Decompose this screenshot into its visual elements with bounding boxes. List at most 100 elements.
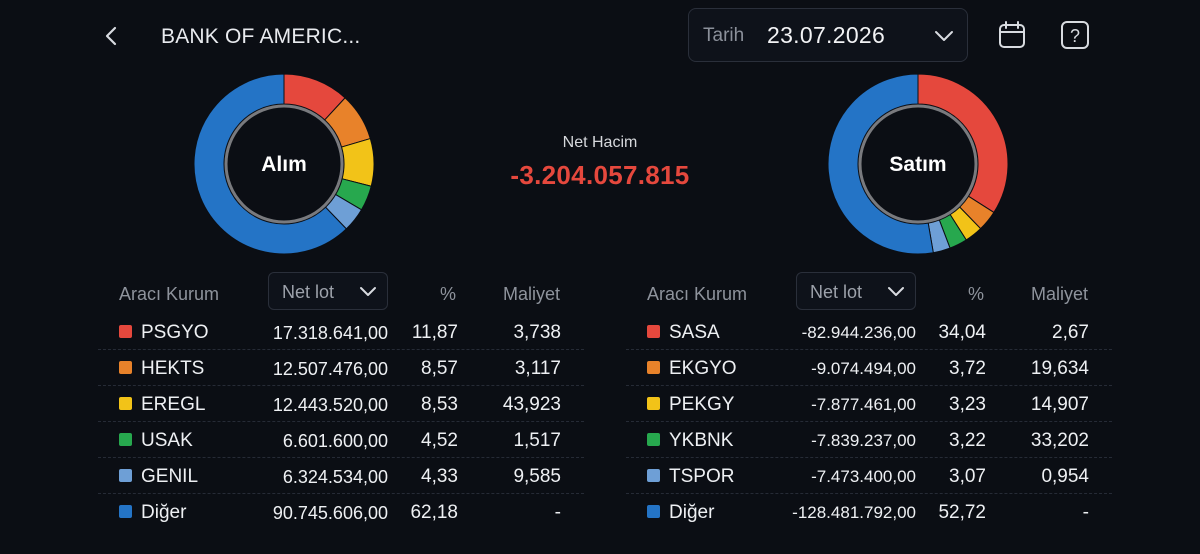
net-lot-value: -7.839.237,00 — [811, 431, 916, 450]
percent-value: 3,07 — [949, 466, 986, 487]
chevron-left-icon — [105, 26, 117, 46]
percent-value: 62,18 — [410, 502, 458, 523]
cost-value: - — [1082, 502, 1089, 523]
table-row[interactable]: EREGL 12.443.520,00 8,53 43,923 — [98, 386, 584, 422]
broker-column-header: Aracı Kurum — [647, 284, 748, 304]
broker-name: Diğer — [141, 502, 187, 523]
percent-value: 3,22 — [949, 430, 986, 451]
cost-value: 43,923 — [502, 394, 561, 415]
table-row[interactable]: EKGYO -9.074.494,00 3,72 19,634 — [626, 350, 1112, 386]
svg-text:?: ? — [1070, 26, 1080, 46]
table-row[interactable]: PSGYO 17.318.641,00 11,87 3,738 — [98, 314, 584, 350]
cost-value: 2,67 — [1052, 322, 1089, 343]
chevron-down-icon — [935, 31, 953, 41]
date-value: 23.07.2026 — [767, 22, 886, 48]
cost-value: 3,738 — [513, 322, 561, 343]
page-title: BANK OF AMERIC... — [161, 25, 361, 48]
cost-value: 1,517 — [513, 430, 561, 451]
broker-name: EKGYO — [669, 358, 737, 379]
table-row[interactable]: TSPOR -7.473.400,00 3,07 0,954 — [626, 458, 1112, 494]
percent-value: 8,53 — [421, 394, 458, 415]
broker-name: USAK — [141, 430, 193, 451]
percent-value: 34,04 — [938, 322, 986, 343]
net-lot-value: -7.473.400,00 — [811, 467, 916, 486]
percent-value: 3,72 — [949, 358, 986, 379]
net-lot-value: 12.443.520,00 — [272, 395, 388, 415]
cost-value: 14,907 — [1030, 394, 1089, 415]
broker-column-header: Aracı Kurum — [119, 284, 220, 304]
net-lot-dropdown[interactable]: Net lot — [268, 272, 388, 310]
calendar-icon — [999, 21, 1025, 48]
broker-name: GENIL — [141, 466, 199, 487]
broker-name: Diğer — [669, 502, 715, 523]
percent-value: 4,52 — [421, 430, 458, 451]
percent-value: 3,23 — [949, 394, 986, 415]
table-row[interactable]: GENIL 6.324.534,00 4,33 9,585 — [98, 458, 584, 494]
broker-name: SASA — [669, 322, 720, 343]
broker-name: EREGL — [141, 394, 206, 415]
net-lot-value: -7.877.461,00 — [811, 395, 916, 414]
legend-swatch — [647, 469, 660, 482]
net-volume-label: Net Hacim — [562, 134, 638, 151]
legend-swatch — [647, 433, 660, 446]
header-bar: BANK OF AMERIC... Tarih 23.07.2026 ? — [0, 0, 1200, 70]
legend-swatch — [119, 469, 132, 482]
percent-value: 52,72 — [938, 502, 986, 523]
buy-chart-label: Alım — [261, 153, 307, 176]
net-lot-value: 90.745.606,00 — [272, 503, 388, 523]
table-header: Aracı Kurum Net lot % Maliyet — [626, 270, 1112, 314]
table-row[interactable]: HEKTS 12.507.476,00 8,57 3,117 — [98, 350, 584, 386]
percent-value: 11,87 — [411, 322, 458, 343]
legend-swatch — [119, 325, 132, 338]
donut-slice-diğer — [194, 74, 348, 254]
legend-swatch — [647, 397, 660, 410]
cost-value: 9,585 — [513, 466, 561, 487]
cost-value: 3,117 — [514, 358, 561, 379]
broker-name: TSPOR — [669, 466, 735, 487]
help-icon: ? — [1061, 21, 1089, 49]
net-lot-value: 6.601.600,00 — [282, 431, 388, 451]
table-row[interactable]: Diğer -128.481.792,00 52,72 - — [626, 494, 1112, 529]
chevron-down-icon — [888, 287, 904, 296]
broker-name: YKBNK — [669, 430, 734, 451]
legend-swatch — [119, 433, 132, 446]
percent-column-header: % — [967, 284, 984, 304]
donut-slice-sasa — [917, 74, 1008, 214]
broker-name: PEKGY — [669, 394, 735, 415]
table-row[interactable]: USAK 6.601.600,00 4,52 1,517 — [98, 422, 584, 458]
table-row[interactable]: SASA -82.944.236,00 34,04 2,67 — [626, 314, 1112, 350]
sell-donut-chart: Satım — [828, 74, 1008, 254]
buy-table: Aracı Kurum Net lot % Maliyet PSGYO 17.31… — [98, 270, 584, 529]
sell-table: Aracı Kurum Net lot % Maliyet SASA -82.94… — [626, 270, 1112, 529]
cost-value: - — [554, 502, 561, 523]
net-lot-value: -82.944.236,00 — [801, 323, 916, 342]
legend-swatch — [119, 505, 132, 518]
table-row[interactable]: Diğer 90.745.606,00 62,18 - — [98, 494, 584, 529]
legend-swatch — [119, 397, 132, 410]
cost-column-header: Maliyet — [1030, 284, 1088, 304]
net-lot-value: -9.074.494,00 — [811, 359, 916, 378]
cost-value: 0,954 — [1041, 466, 1089, 487]
net-volume-value: -3.204.057.815 — [510, 160, 690, 190]
sell-chart-label: Satım — [889, 153, 946, 176]
date-label: Tarih — [703, 25, 745, 46]
net-lot-value: 6.324.534,00 — [282, 467, 388, 487]
back-button[interactable] — [98, 22, 126, 50]
buy-donut-chart: Alım — [194, 74, 374, 254]
calendar-button[interactable] — [996, 19, 1028, 51]
broker-name: PSGYO — [141, 322, 209, 343]
table-header: Aracı Kurum Net lot % Maliyet — [98, 270, 584, 314]
legend-swatch — [647, 361, 660, 374]
help-button[interactable]: ? — [1059, 19, 1091, 51]
date-selector[interactable]: Tarih 23.07.2026 — [688, 8, 968, 62]
cost-value: 33,202 — [1030, 430, 1089, 451]
table-row[interactable]: YKBNK -7.839.237,00 3,22 33,202 — [626, 422, 1112, 458]
donut-slice-eregl — [340, 137, 374, 187]
net-volume: Net Hacim -3.204.057.815 — [460, 134, 740, 191]
table-row[interactable]: PEKGY -7.877.461,00 3,23 14,907 — [626, 386, 1112, 422]
broker-name: HEKTS — [141, 358, 205, 379]
net-lot-dropdown[interactable]: Net lot — [796, 272, 916, 310]
donut-slice-diğer — [828, 74, 934, 254]
cost-column-header: Maliyet — [502, 284, 560, 304]
legend-swatch — [647, 325, 660, 338]
